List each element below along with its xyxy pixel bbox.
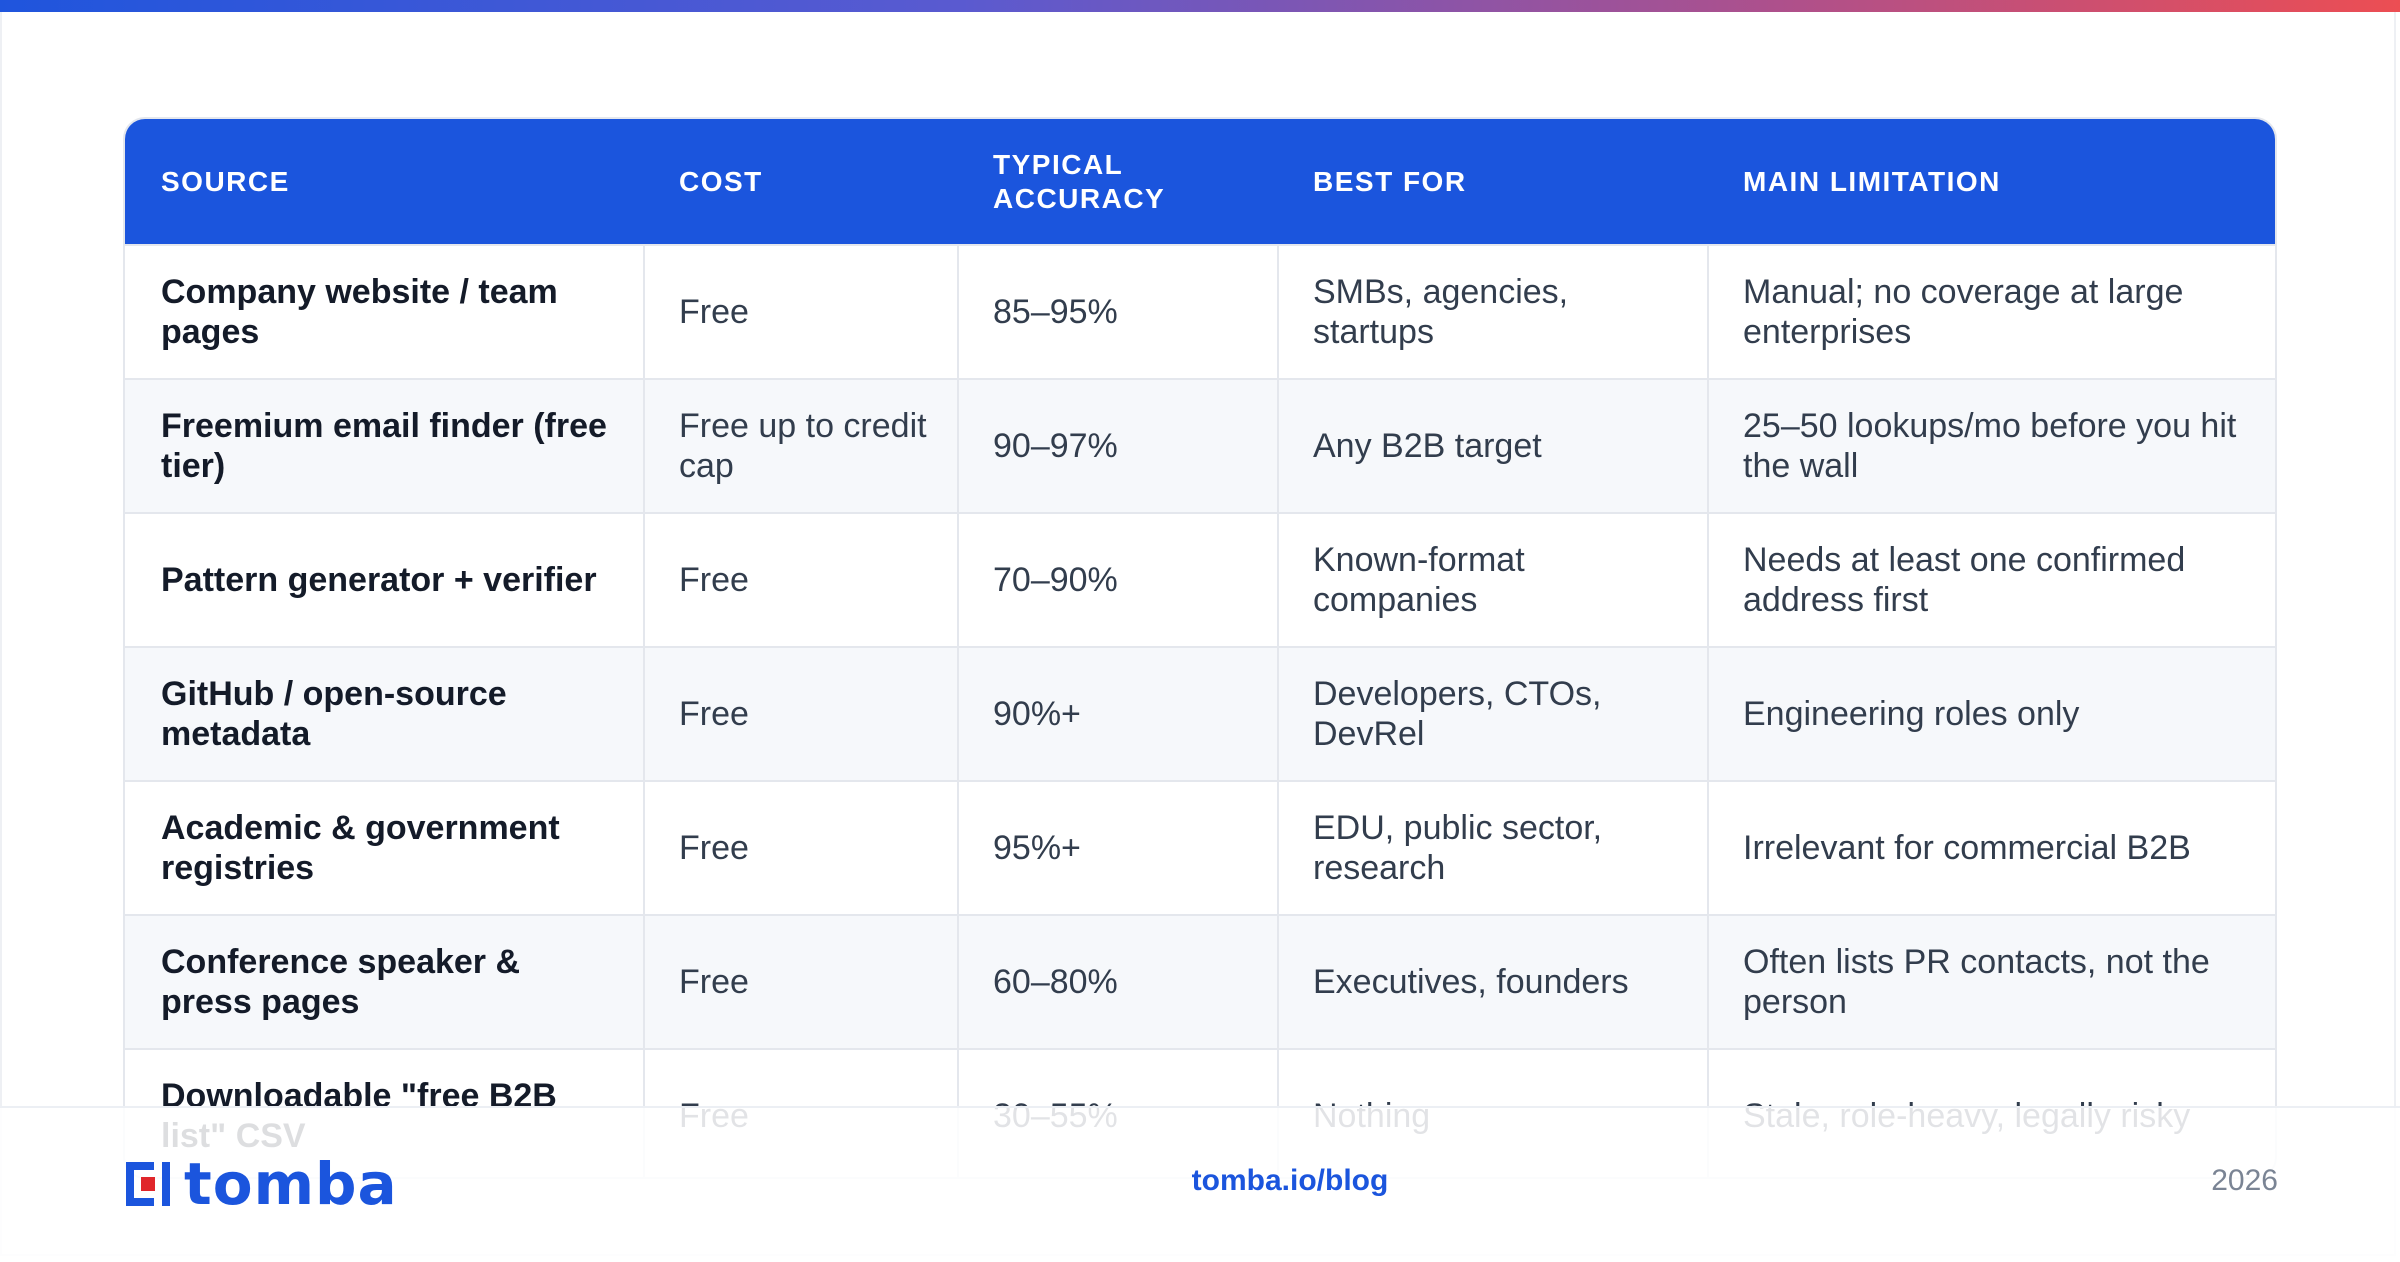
header-limitation: Main Limitation [1743, 165, 2001, 197]
header-cost: Cost [679, 165, 763, 197]
cell-cost: Free [679, 561, 749, 599]
cell-limitation: Often lists PR contacts, not the person [1743, 943, 2210, 1021]
cell-accuracy: 90–97% [993, 427, 1118, 465]
cell-best-for: EDU, public sector, research [1313, 809, 1603, 887]
cell-cost: Free [679, 695, 749, 733]
cell-accuracy: 60–80% [993, 963, 1118, 1001]
table-row: Company website / team pages Free 85–95%… [125, 244, 2275, 378]
tomba-logo-icon [126, 1162, 170, 1206]
cell-source: Freemium email finder (free tier) [161, 407, 607, 485]
column-divider [1707, 244, 1709, 1177]
cell-limitation: Engineering roles only [1743, 695, 2080, 733]
column-divider [643, 244, 645, 1177]
cell-best-for: Known-format companies [1313, 541, 1525, 619]
column-divider [1277, 244, 1279, 1177]
cell-accuracy: 70–90% [993, 561, 1118, 599]
header-source: Source [161, 165, 290, 197]
table-row: GitHub / open-source metadata Free 90%+ … [125, 646, 2275, 780]
footer-year: 2026 [2211, 1164, 2278, 1197]
cell-accuracy: 95%+ [993, 829, 1081, 867]
table-row: Conference speaker & press pages Free 60… [125, 914, 2275, 1048]
comparison-table: Source Cost Typical Accuracy Best For Ma… [123, 117, 2277, 1179]
cell-cost: Free [679, 963, 749, 1001]
cell-source: Company website / team pages [161, 273, 558, 351]
table-row: Freemium email finder (free tier) Free u… [125, 378, 2275, 512]
cell-source: Pattern generator + verifier [161, 561, 597, 599]
cell-best-for: Developers, CTOs, DevRel [1313, 675, 1602, 753]
cell-limitation: Needs at least one confirmed address fir… [1743, 541, 2186, 619]
top-gradient-bar [0, 0, 2400, 12]
cell-source: Academic & government registries [161, 809, 560, 887]
cell-cost: Free [679, 293, 749, 331]
cell-accuracy: 90%+ [993, 695, 1081, 733]
footer-bar [0, 1106, 2400, 1262]
header-best-for: Best For [1313, 165, 1467, 197]
blog-url-link[interactable]: tomba.io/blog [1191, 1164, 1389, 1197]
cell-cost: Free [679, 829, 749, 867]
table-row: Pattern generator + verifier Free 70–90%… [125, 512, 2275, 646]
cell-limitation: 25–50 lookups/mo before you hit the wall [1743, 407, 2237, 485]
header-accuracy: Typical Accuracy [993, 148, 1166, 214]
cell-best-for: Any B2B target [1313, 427, 1542, 465]
cell-limitation: Irrelevant for commercial B2B [1743, 829, 2191, 867]
cell-source: Conference speaker & press pages [161, 943, 521, 1021]
tomba-logo[interactable]: tomba [122, 1150, 398, 1218]
table-row: Academic & government registries Free 95… [125, 780, 2275, 914]
cell-best-for: Executives, founders [1313, 963, 1629, 1001]
cell-source: GitHub / open-source metadata [161, 675, 507, 753]
cell-limitation: Manual; no coverage at large enterprises [1743, 273, 2184, 351]
cell-cost: Free up to credit cap [679, 407, 927, 485]
cell-accuracy: 85–95% [993, 293, 1118, 331]
logo-wordmark: tomba [184, 1150, 398, 1218]
column-divider [957, 244, 959, 1177]
cell-best-for: SMBs, agencies, startups [1313, 273, 1569, 351]
table-header: Source Cost Typical Accuracy Best For Ma… [125, 119, 2275, 244]
